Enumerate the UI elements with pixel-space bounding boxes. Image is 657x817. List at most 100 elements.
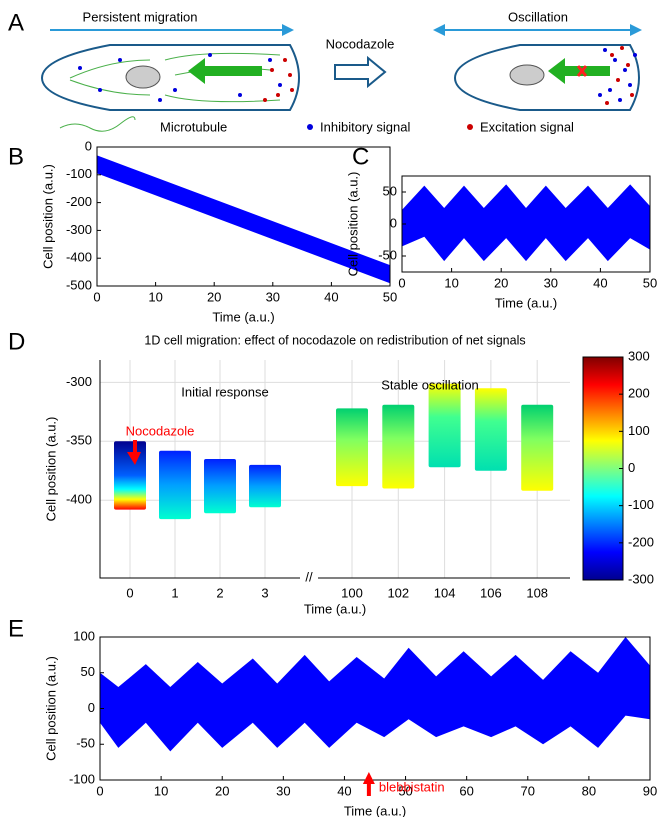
y-tick-label: -300	[66, 374, 92, 389]
y-tick-label: -500	[66, 277, 92, 292]
x-tick-label: 20	[207, 289, 221, 304]
range-bar	[114, 441, 146, 510]
panel-label: E	[8, 615, 24, 642]
band	[100, 637, 650, 752]
diagram-label: Inhibitory signal	[320, 119, 410, 134]
axis-frame	[96, 146, 391, 287]
x-axis-label: Time (a.u.)	[304, 601, 366, 616]
x-tick-label: 108	[526, 585, 548, 600]
panel-label: C	[352, 143, 369, 170]
y-tick-label: -300	[66, 222, 92, 237]
x-tick-label: 20	[494, 275, 508, 290]
diagram-label: Excitation signal	[480, 119, 574, 134]
annotation: Initial response	[181, 384, 268, 399]
x-tick-label: 3	[261, 585, 268, 600]
y-axis-label: Cell position (a.u.)	[345, 172, 360, 277]
colorbar-tick-label: 100	[628, 423, 650, 438]
x-tick-label: 30	[276, 783, 290, 798]
x-tick-label: 0	[96, 783, 103, 798]
y-tick-label: -50	[76, 736, 95, 751]
axis-break: //	[305, 569, 313, 584]
range-bar	[159, 450, 191, 520]
x-tick-label: 40	[337, 783, 351, 798]
y-tick-label: -400	[66, 250, 92, 265]
y-tick-label: 0	[390, 215, 397, 230]
axis-break-gap	[300, 572, 318, 584]
band	[97, 155, 390, 284]
x-tick-label: 30	[544, 275, 558, 290]
y-axis-label: Cell position (a.u.)	[43, 656, 58, 761]
x-tick-label: 0	[398, 275, 405, 290]
x-tick-label: 90	[643, 783, 657, 798]
y-tick-label: -50	[378, 247, 397, 262]
x-tick-label: 60	[459, 783, 473, 798]
range-bar	[428, 383, 461, 468]
panel-a-diagram	[40, 24, 642, 132]
x-tick-label: 104	[434, 585, 456, 600]
colorbar	[582, 356, 624, 581]
x-tick-label: 50	[398, 783, 412, 798]
x-tick-label: 20	[215, 783, 229, 798]
x-tick-label: 10	[444, 275, 458, 290]
y-tick-label: 100	[73, 628, 95, 643]
x-axis-label: Time (a.u.)	[495, 295, 557, 310]
y-axis-label: Cell position (a.u.)	[43, 417, 58, 522]
colorbar-tick-label: 200	[628, 386, 650, 401]
annotation-arrow	[362, 772, 375, 796]
x-tick-label: 40	[324, 289, 338, 304]
y-tick-label: -400	[66, 492, 92, 507]
panel-label: D	[8, 328, 25, 355]
range-bar	[204, 458, 236, 514]
x-tick-label: 80	[582, 783, 596, 798]
colorbar-tick-label: -100	[628, 497, 654, 512]
y-tick-label: -350	[66, 433, 92, 448]
x-tick-label: 10	[148, 289, 162, 304]
annotation-arrow	[127, 440, 141, 465]
panel-label: A	[8, 9, 24, 36]
annotation: Stable oscillation	[381, 377, 479, 392]
x-tick-label: 106	[480, 585, 502, 600]
diagram-label: Oscillation	[508, 9, 568, 24]
y-tick-label: -200	[66, 194, 92, 209]
x-axis-label: Time (a.u.)	[212, 309, 274, 324]
range-bar	[382, 404, 415, 489]
y-tick-label: 0	[88, 700, 95, 715]
panel-label: B	[8, 143, 24, 170]
x-tick-label: 50	[383, 289, 397, 304]
x-tick-label: 1	[171, 585, 178, 600]
y-axis-label: Cell position (a.u.)	[40, 164, 55, 269]
colorbar-tick-label: -300	[628, 571, 654, 586]
range-bar	[336, 408, 368, 487]
colorbar-tick-label: 0	[628, 460, 635, 475]
x-tick-label: 2	[216, 585, 223, 600]
x-tick-label: 100	[341, 585, 363, 600]
diagram-label: Microtubule	[160, 119, 227, 134]
colorbar-tick-label: 300	[628, 348, 650, 363]
x-tick-label: 0	[93, 289, 100, 304]
y-tick-label: -100	[69, 771, 95, 786]
band	[402, 184, 650, 262]
x-tick-label: 30	[266, 289, 280, 304]
x-axis-label: Time (a.u.)	[344, 803, 406, 817]
x-tick-label: 70	[521, 783, 535, 798]
y-tick-label: 50	[383, 183, 397, 198]
axis	[99, 360, 570, 579]
chart-title: 1D cell migration: effect of nocodazole …	[144, 333, 525, 347]
range-bar	[474, 388, 507, 471]
range-bar	[249, 464, 281, 508]
x-tick-label: 40	[593, 275, 607, 290]
diagram-label: Nocodazole	[326, 36, 395, 51]
y-tick-label: -100	[66, 166, 92, 181]
annotation: blebbistatin	[379, 779, 445, 794]
range-bar	[521, 404, 554, 491]
x-tick-label: 0	[126, 585, 133, 600]
colorbar-tick-label: -200	[628, 534, 654, 549]
x-tick-label: 50	[643, 275, 657, 290]
annotation: Nocodazole	[126, 423, 195, 438]
y-tick-label: 0	[85, 138, 92, 153]
x-tick-label: 10	[154, 783, 168, 798]
x-tick-label: 102	[387, 585, 409, 600]
y-tick-label: 50	[81, 664, 95, 679]
diagram-label: Persistent migration	[83, 9, 198, 24]
